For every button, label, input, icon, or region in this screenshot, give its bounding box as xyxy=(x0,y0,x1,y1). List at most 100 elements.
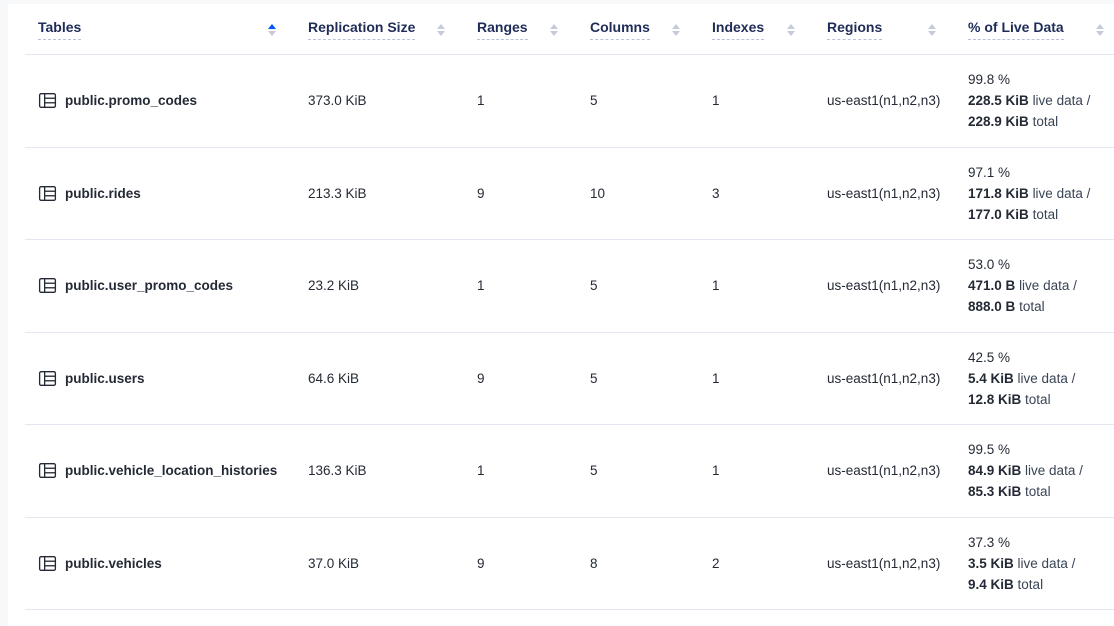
table-name-cell: public.user_promo_codes xyxy=(38,276,308,295)
live-data-amount: 84.9 KiB live data / xyxy=(968,463,1083,479)
live-data-percent: 97.1 % xyxy=(968,164,1011,180)
replication-size-cell: 136.3 KiB xyxy=(308,463,367,479)
live-data-percent: 53.0 % xyxy=(968,257,1011,273)
table-icon xyxy=(38,369,57,388)
column-header-label[interactable]: Indexes xyxy=(712,19,765,40)
total-data-amount: 9.4 KiB total xyxy=(968,576,1044,592)
sort-icon[interactable] xyxy=(928,22,936,36)
columns-cell: 5 xyxy=(590,370,598,386)
indexes-cell: 1 xyxy=(712,93,720,109)
table-name-cell: public.vehicles xyxy=(38,554,308,573)
tables-grid-card: Tables Replication Size Ranges Columns I… xyxy=(8,4,1114,626)
column-header-label[interactable]: Regions xyxy=(827,19,883,40)
sort-icon[interactable] xyxy=(437,22,445,36)
regions-cell: us-east1(n1,n2,n3) xyxy=(827,185,941,201)
live-data-cell: 37.3 % 3.5 KiB live data / 9.4 KiB total xyxy=(968,532,1114,595)
table-name-link[interactable]: public.users xyxy=(65,370,145,386)
indexes-cell: 1 xyxy=(712,278,720,294)
column-header-ranges[interactable]: Ranges xyxy=(477,4,590,54)
indexes-cell: 2 xyxy=(712,555,720,571)
sort-down-arrow-icon xyxy=(1096,31,1104,36)
total-data-amount: 177.0 KiB total xyxy=(968,206,1059,222)
live-data-percent: 99.5 % xyxy=(968,442,1011,458)
sort-up-arrow-icon xyxy=(928,24,936,29)
sort-up-arrow-icon xyxy=(1096,24,1104,29)
table-name-link[interactable]: public.promo_codes xyxy=(65,93,198,109)
column-header-label[interactable]: Ranges xyxy=(477,19,528,40)
table-row[interactable]: public.vehicle_location_histories 136.3 … xyxy=(25,425,1114,518)
regions-cell: us-east1(n1,n2,n3) xyxy=(827,370,941,386)
table-name-cell: public.vehicle_location_histories xyxy=(38,461,308,480)
ranges-cell: 9 xyxy=(477,185,485,201)
table-name-link[interactable]: public.user_promo_codes xyxy=(65,278,234,294)
replication-size-cell: 373.0 KiB xyxy=(308,93,367,109)
total-data-amount: 888.0 B total xyxy=(968,299,1045,315)
table-row[interactable]: public.promo_codes 373.0 KiB 1 5 1 us-ea… xyxy=(25,55,1114,148)
sort-up-arrow-icon xyxy=(787,24,795,29)
table-row[interactable]: public.users 64.6 KiB 9 5 1 us-east1(n1,… xyxy=(25,333,1114,425)
regions-cell: us-east1(n1,n2,n3) xyxy=(827,93,941,109)
table-header-row: Tables Replication Size Ranges Columns I… xyxy=(25,4,1114,55)
column-header-columns[interactable]: Columns xyxy=(590,4,712,54)
column-header-label[interactable]: Columns xyxy=(590,19,650,40)
sort-icon[interactable] xyxy=(787,22,795,36)
replication-size-cell: 23.2 KiB xyxy=(308,278,360,294)
indexes-cell: 1 xyxy=(712,370,720,386)
column-header-live-data[interactable]: % of Live Data xyxy=(968,4,1114,54)
ranges-cell: 1 xyxy=(477,93,485,109)
sort-icon[interactable] xyxy=(1096,22,1104,36)
ranges-cell: 9 xyxy=(477,370,485,386)
column-header-label[interactable]: % of Live Data xyxy=(968,19,1064,40)
column-header-indexes[interactable]: Indexes xyxy=(712,4,827,54)
column-header-replication-size[interactable]: Replication Size xyxy=(308,4,477,54)
sort-down-arrow-icon xyxy=(787,31,795,36)
column-header-label[interactable]: Replication Size xyxy=(308,19,416,40)
sort-down-arrow-icon xyxy=(928,31,936,36)
ranges-cell: 9 xyxy=(477,555,485,571)
table-row[interactable]: public.vehicles 37.0 KiB 9 8 2 us-east1(… xyxy=(25,518,1114,610)
sort-up-arrow-icon xyxy=(268,24,276,29)
column-header-regions[interactable]: Regions xyxy=(827,4,968,54)
regions-cell: us-east1(n1,n2,n3) xyxy=(827,278,941,294)
sort-icon[interactable] xyxy=(550,22,558,36)
table-row[interactable]: public.rides 213.3 KiB 9 10 3 us-east1(n… xyxy=(25,148,1114,240)
sort-down-arrow-icon xyxy=(550,31,558,36)
replication-size-cell: 64.6 KiB xyxy=(308,370,360,386)
table-icon xyxy=(38,276,57,295)
sort-down-arrow-icon xyxy=(437,31,445,36)
table-name-cell: public.rides xyxy=(38,184,308,203)
total-data-amount: 12.8 KiB total xyxy=(968,391,1051,407)
sort-icon[interactable] xyxy=(268,22,276,36)
sort-up-arrow-icon xyxy=(672,24,680,29)
table-name-cell: public.users xyxy=(38,369,308,388)
regions-cell: us-east1(n1,n2,n3) xyxy=(827,555,941,571)
live-data-amount: 228.5 KiB live data / xyxy=(968,93,1091,109)
live-data-cell: 42.5 % 5.4 KiB live data / 12.8 KiB tota… xyxy=(968,347,1114,410)
live-data-percent: 99.8 % xyxy=(968,72,1011,88)
table-body: public.promo_codes 373.0 KiB 1 5 1 us-ea… xyxy=(8,55,1114,610)
ranges-cell: 1 xyxy=(477,278,485,294)
live-data-amount: 3.5 KiB live data / xyxy=(968,555,1076,571)
total-data-amount: 228.9 KiB total xyxy=(968,114,1059,130)
ranges-cell: 1 xyxy=(477,463,485,479)
columns-cell: 8 xyxy=(590,555,598,571)
replication-size-cell: 213.3 KiB xyxy=(308,185,367,201)
regions-cell: us-east1(n1,n2,n3) xyxy=(827,463,941,479)
live-data-amount: 5.4 KiB live data / xyxy=(968,370,1076,386)
table-name-link[interactable]: public.vehicle_location_histories xyxy=(65,463,278,479)
live-data-amount: 471.0 B live data / xyxy=(968,278,1077,294)
columns-cell: 5 xyxy=(590,278,598,294)
indexes-cell: 3 xyxy=(712,185,720,201)
columns-cell: 5 xyxy=(590,93,598,109)
live-data-percent: 42.5 % xyxy=(968,349,1011,365)
table-name-link[interactable]: public.rides xyxy=(65,185,141,201)
table-row[interactable]: public.user_promo_codes 23.2 KiB 1 5 1 u… xyxy=(25,240,1114,333)
sort-down-arrow-icon xyxy=(268,31,276,36)
table-icon xyxy=(38,184,57,203)
table-name-link[interactable]: public.vehicles xyxy=(65,555,162,571)
table-icon xyxy=(38,554,57,573)
sort-icon[interactable] xyxy=(672,22,680,36)
column-header-label[interactable]: Tables xyxy=(38,19,82,40)
columns-cell: 5 xyxy=(590,463,598,479)
column-header-tables[interactable]: Tables xyxy=(38,4,308,54)
